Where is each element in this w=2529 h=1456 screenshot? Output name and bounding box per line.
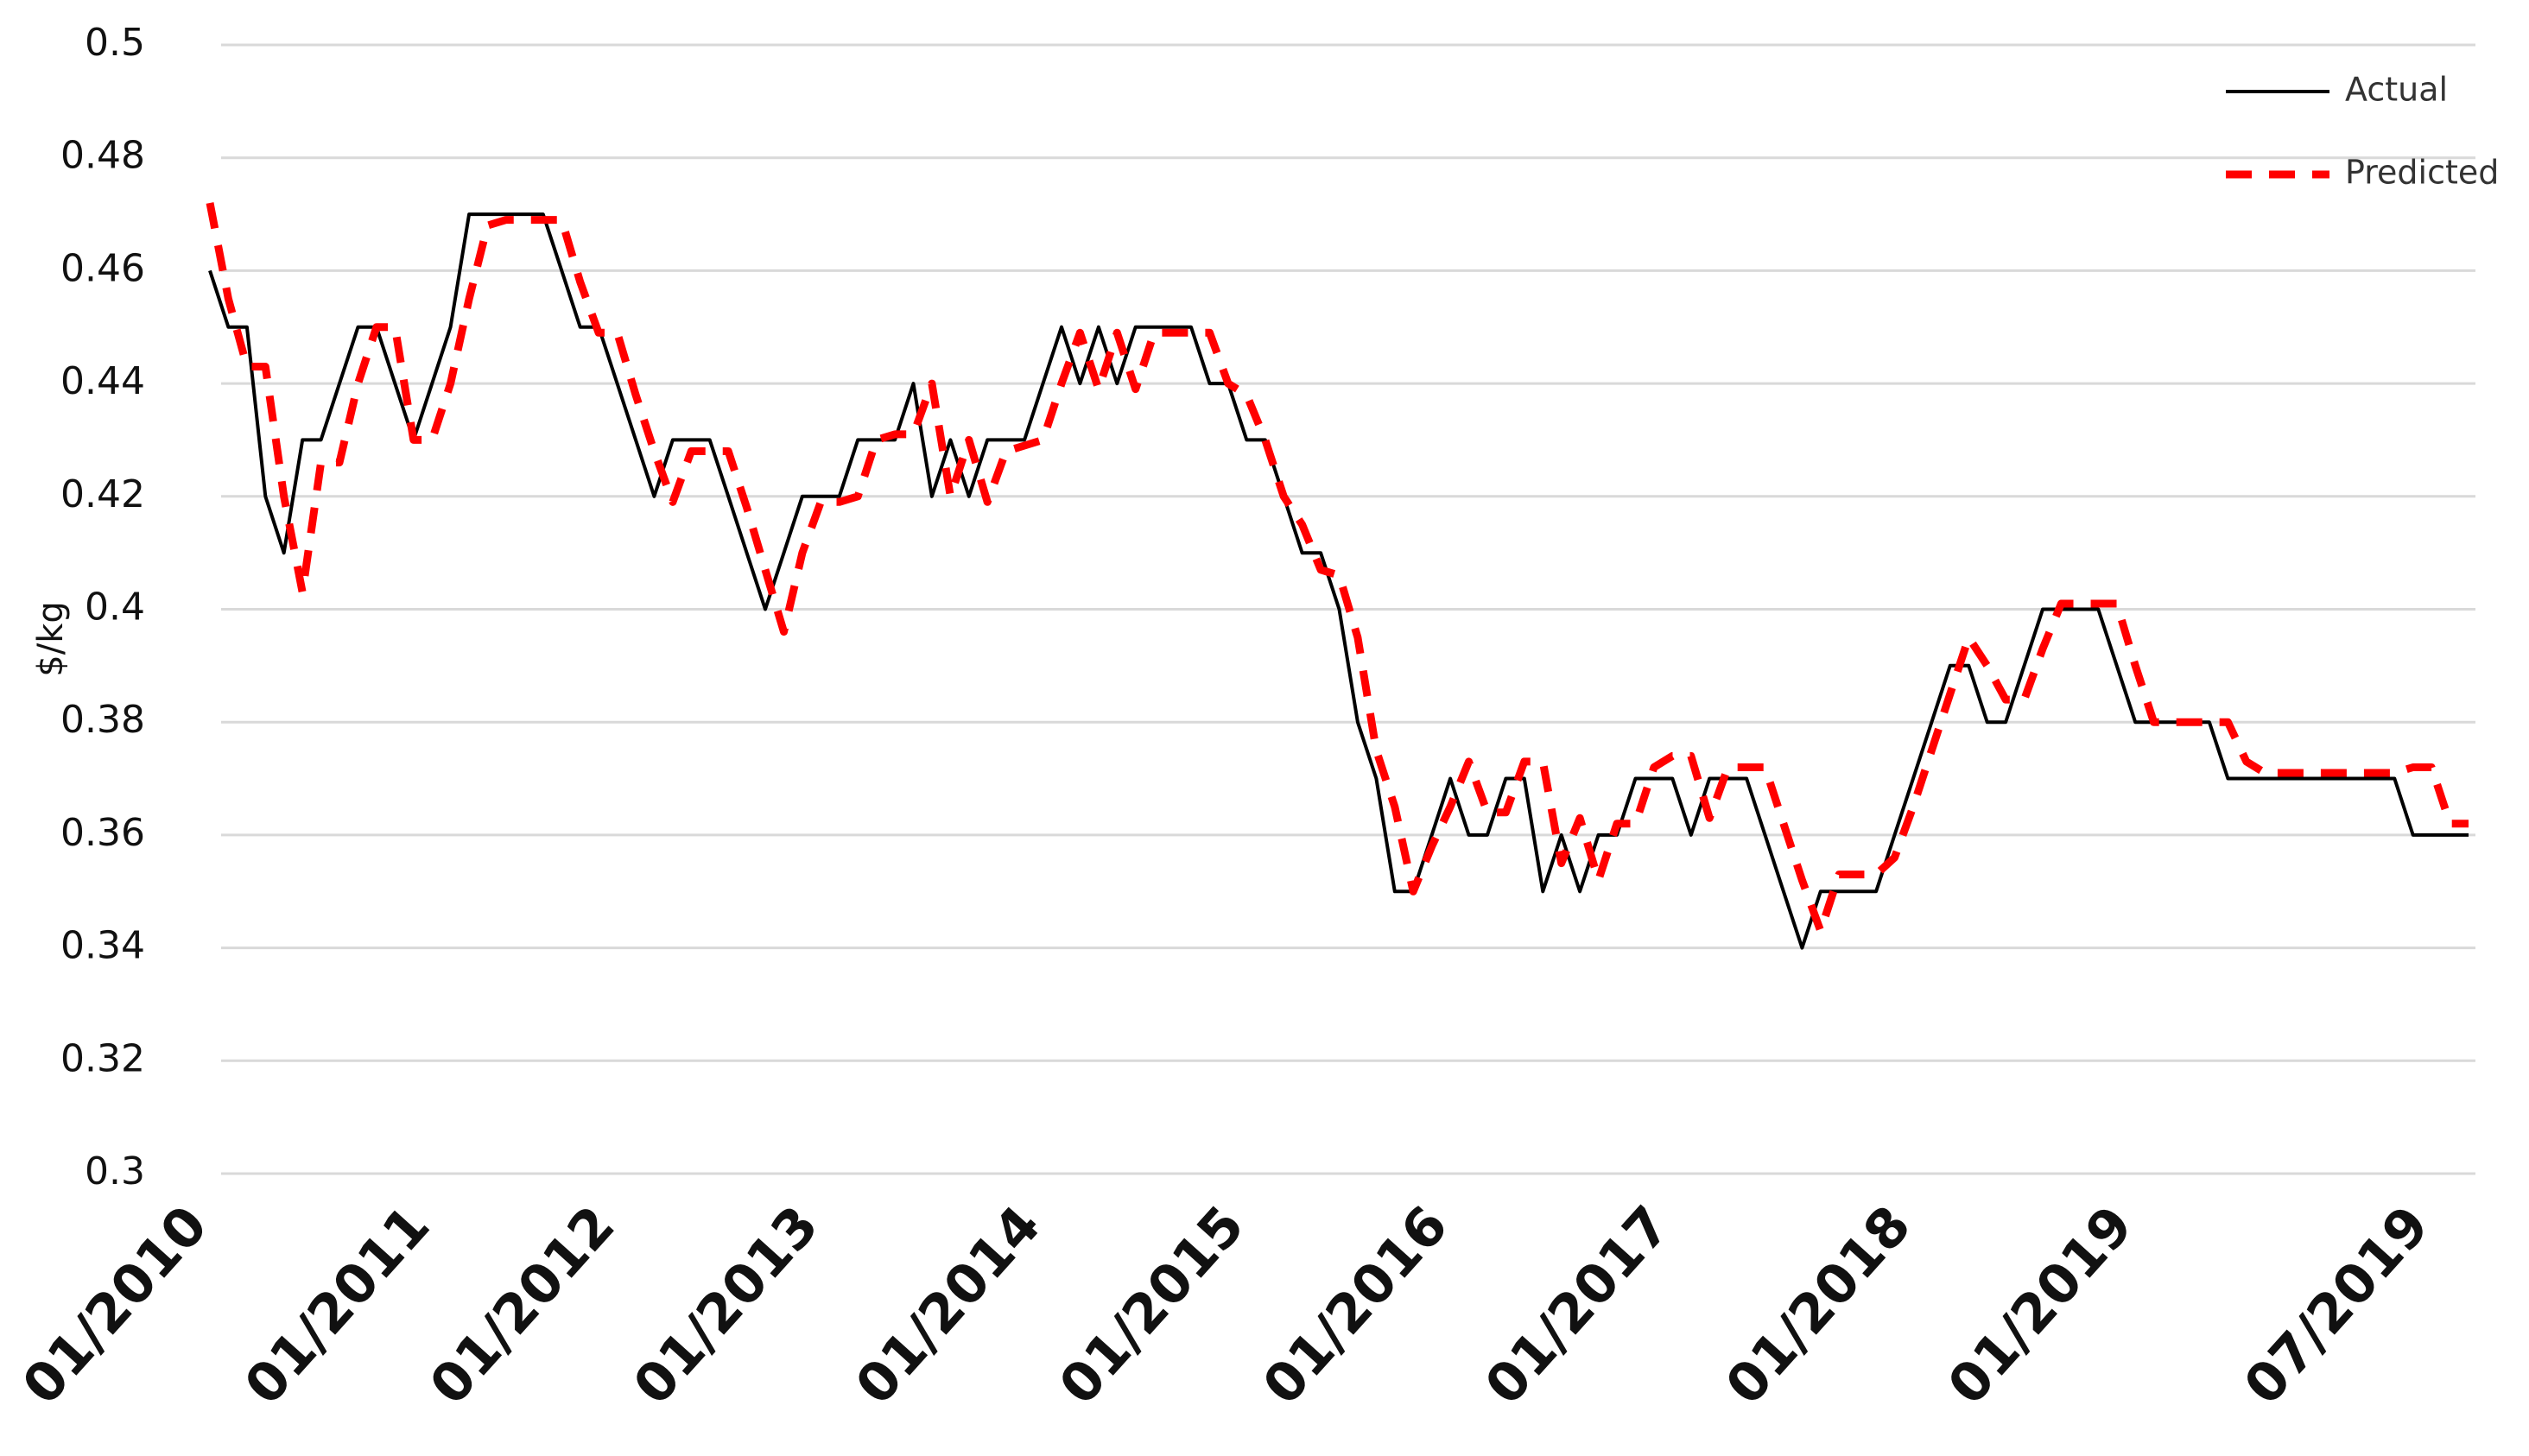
y-tick-label: 0.42: [60, 472, 145, 516]
x-tick-label: 01/2017: [1473, 1193, 1683, 1416]
x-tick-label: 01/2018: [1714, 1193, 1924, 1416]
x-tick-label: 01/2016: [1251, 1193, 1461, 1416]
x-tick-label: 01/2014: [843, 1193, 1053, 1416]
y-tick-label: 0.32: [60, 1036, 145, 1080]
x-tick-label: 01/2012: [417, 1193, 627, 1416]
y-tick-label: 0.46: [60, 246, 145, 290]
x-tick-label: 01/2019: [1936, 1193, 2146, 1416]
y-axis-label: $/kg: [31, 601, 71, 676]
legend-label: Predicted: [2345, 154, 2499, 192]
y-tick-label: 0.3: [85, 1149, 145, 1193]
y-tick-label: 0.38: [60, 698, 145, 742]
x-tick-label: 01/2015: [1047, 1193, 1257, 1416]
x-tick-label: 01/2011: [232, 1193, 442, 1416]
y-tick-label: 0.34: [60, 924, 145, 968]
x-tick-label: 01/2013: [621, 1193, 831, 1416]
legend-label: Actual: [2345, 71, 2448, 109]
y-tick-label: 0.44: [60, 359, 145, 403]
series-line: [206, 202, 2469, 935]
y-tick-label: 0.36: [60, 811, 145, 855]
y-tick-label: 0.48: [60, 134, 145, 178]
y-tick-label: 0.4: [85, 586, 145, 630]
series-line: [208, 212, 2469, 950]
x-tick-label: 01/2010: [10, 1193, 220, 1416]
x-tick-label: 07/2019: [2232, 1193, 2442, 1416]
y-tick-label: 0.5: [85, 21, 145, 65]
